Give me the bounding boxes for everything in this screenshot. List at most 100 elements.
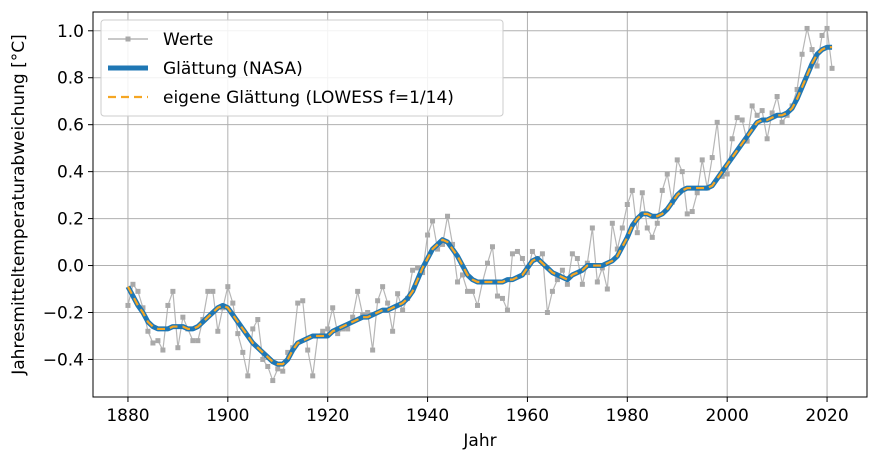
data-point-werte bbox=[275, 366, 281, 372]
data-point-werte bbox=[729, 136, 735, 142]
data-point-werte bbox=[365, 309, 371, 315]
data-point-werte bbox=[415, 265, 421, 271]
data-point-werte bbox=[699, 157, 705, 163]
data-point-werte bbox=[370, 347, 376, 353]
data-point-werte bbox=[460, 272, 466, 278]
x-tick-label: 1920 bbox=[306, 406, 349, 426]
data-point-werte bbox=[639, 190, 645, 196]
y-tick-label: 0.4 bbox=[57, 163, 84, 183]
data-point-werte bbox=[240, 349, 246, 355]
data-point-werte bbox=[509, 251, 515, 257]
data-point-werte bbox=[465, 288, 471, 294]
data-point-werte bbox=[824, 25, 830, 31]
data-point-werte bbox=[809, 47, 815, 53]
data-point-werte bbox=[190, 338, 196, 344]
data-point-werte bbox=[664, 171, 670, 177]
y-axis-label: Jahresmitteltemperaturabweichung [°C] bbox=[9, 34, 29, 376]
data-point-werte bbox=[484, 260, 490, 266]
data-point-werte bbox=[529, 248, 535, 254]
data-point-werte bbox=[175, 345, 181, 351]
data-point-werte bbox=[829, 65, 835, 71]
x-tick-label: 1960 bbox=[506, 406, 549, 426]
data-point-werte bbox=[714, 119, 720, 125]
data-point-werte bbox=[659, 187, 665, 193]
data-point-werte bbox=[385, 300, 391, 306]
data-point-werte bbox=[514, 248, 520, 254]
legend-label-lowess: eigene Glättung (LOWESS f=1/14) bbox=[163, 88, 454, 108]
data-point-werte bbox=[564, 281, 570, 287]
data-point-werte bbox=[764, 136, 770, 142]
data-point-werte bbox=[125, 302, 131, 308]
data-point-werte bbox=[739, 117, 745, 123]
series-line-lowess bbox=[126, 46, 833, 366]
y-tick-label: 0.8 bbox=[57, 69, 84, 89]
x-tick-label: 1980 bbox=[606, 406, 649, 426]
data-point-werte bbox=[689, 209, 695, 215]
data-point-werte bbox=[499, 295, 505, 301]
data-point-werte bbox=[744, 138, 750, 144]
data-point-werte bbox=[654, 220, 660, 226]
data-point-werte bbox=[794, 86, 800, 92]
data-point-werte bbox=[814, 63, 820, 69]
data-point-werte bbox=[624, 202, 630, 207]
data-point-werte bbox=[205, 288, 211, 294]
data-point-werte bbox=[225, 284, 231, 290]
y-tick-label: 0.0 bbox=[57, 257, 84, 277]
data-point-werte bbox=[754, 112, 760, 118]
data-point-werte bbox=[774, 94, 780, 100]
data-point-werte bbox=[569, 251, 575, 257]
legend-marker-werte bbox=[125, 36, 131, 42]
data-point-werte bbox=[709, 155, 715, 161]
data-point-werte bbox=[180, 314, 186, 320]
x-axis-label: Jahr bbox=[462, 431, 496, 451]
data-point-werte bbox=[549, 288, 555, 294]
data-point-werte bbox=[759, 108, 765, 114]
series-line-werte bbox=[127, 26, 833, 383]
data-point-werte bbox=[594, 279, 600, 285]
data-point-werte bbox=[140, 305, 146, 311]
data-point-werte bbox=[629, 187, 635, 193]
x-tick-label: 1880 bbox=[106, 406, 149, 426]
data-point-werte bbox=[335, 331, 341, 337]
data-point-werte bbox=[559, 267, 565, 273]
data-point-werte bbox=[450, 241, 456, 247]
data-point-werte bbox=[130, 281, 136, 287]
data-point-werte bbox=[330, 305, 336, 311]
data-point-werte bbox=[445, 213, 451, 219]
data-point-werte bbox=[684, 211, 690, 217]
data-point-werte bbox=[195, 338, 201, 344]
data-point-werte bbox=[799, 51, 805, 57]
data-point-werte bbox=[430, 218, 436, 224]
data-point-werte bbox=[260, 356, 266, 362]
data-point-werte bbox=[400, 307, 406, 313]
legend-label-nasa: Glättung (NASA) bbox=[163, 59, 303, 79]
data-point-werte bbox=[265, 363, 271, 369]
data-point-werte bbox=[554, 277, 560, 283]
data-point-werte bbox=[579, 281, 585, 287]
data-point-werte bbox=[235, 331, 241, 337]
data-point-werte bbox=[544, 309, 550, 315]
x-tick-label: 2020 bbox=[805, 406, 848, 426]
data-point-werte bbox=[210, 288, 216, 294]
legend: Werte Glättung (NASA) eigene Glättung (L… bbox=[100, 19, 504, 117]
data-point-werte bbox=[734, 115, 740, 121]
legend-item-lowess: eigene Glättung (LOWESS f=1/14) bbox=[108, 88, 454, 108]
data-point-werte bbox=[230, 300, 236, 306]
data-point-werte bbox=[320, 328, 326, 334]
data-point-werte bbox=[300, 298, 306, 304]
plot-frame bbox=[92, 11, 868, 398]
data-point-werte bbox=[679, 169, 685, 175]
data-point-werte bbox=[305, 347, 311, 353]
data-point-werte bbox=[489, 244, 495, 250]
data-point-werte bbox=[455, 279, 461, 285]
legend-item-nasa: Glättung (NASA) bbox=[108, 59, 303, 79]
data-point-werte bbox=[215, 328, 221, 334]
y-tick-label: 1.0 bbox=[57, 22, 84, 42]
data-point-werte bbox=[425, 232, 431, 238]
data-point-werte bbox=[524, 270, 530, 276]
data-point-werte bbox=[170, 288, 176, 294]
data-point-werte bbox=[604, 286, 610, 292]
data-point-werte bbox=[440, 241, 446, 247]
data-point-werte bbox=[574, 255, 580, 261]
